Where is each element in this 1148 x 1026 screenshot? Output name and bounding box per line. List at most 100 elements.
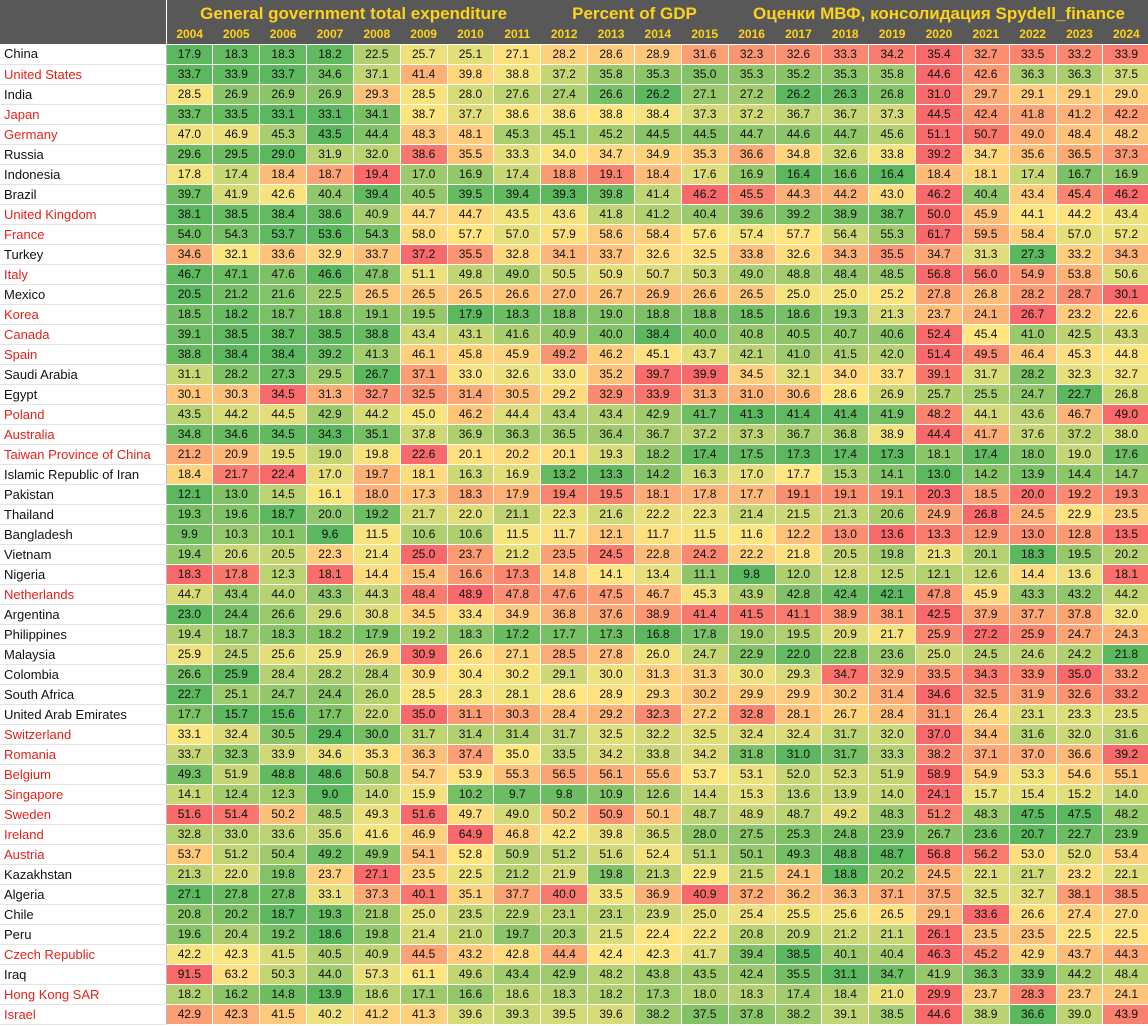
value-cell: 17.7 xyxy=(774,463,823,485)
value-cell: 50.6 xyxy=(1102,263,1148,285)
value-cell: 49.2 xyxy=(540,343,589,365)
value-cell: 33.4 xyxy=(446,603,495,625)
value-cell: 36.9 xyxy=(633,883,682,905)
value-cell: 39.1 xyxy=(915,363,963,385)
value-cell: 32.3 xyxy=(212,743,261,765)
country-name: Ireland xyxy=(0,824,167,845)
value-cell: 23.7 xyxy=(961,983,1010,1005)
value-cell: 26.7 xyxy=(1008,303,1057,325)
value-cell: 48.2 xyxy=(1102,803,1148,825)
value-cell: 26.5 xyxy=(868,903,917,925)
value-cell: 48.4 xyxy=(399,583,448,605)
value-cell: 51.6 xyxy=(587,843,635,865)
corner-cell xyxy=(0,0,167,44)
value-cell: 22.5 xyxy=(1102,923,1148,945)
value-cell: 24.4 xyxy=(306,683,354,705)
value-cell: 34.3 xyxy=(961,663,1010,685)
value-cell: 18.3 xyxy=(259,43,308,65)
value-cell: 23.9 xyxy=(633,903,682,925)
value-cell: 41.5 xyxy=(727,603,776,625)
value-cell: 17.9 xyxy=(352,623,401,645)
value-cell: 30.8 xyxy=(352,603,401,625)
value-cell: 32.6 xyxy=(493,363,542,385)
value-cell: 26.7 xyxy=(821,703,870,725)
value-cell: 31.0 xyxy=(774,743,823,765)
value-cell: 22.7 xyxy=(165,683,214,705)
value-cell: 37.2 xyxy=(727,103,776,125)
value-cell: 36.6 xyxy=(727,143,776,165)
value-cell: 34.6 xyxy=(306,63,354,85)
value-cell: 17.7 xyxy=(165,703,214,725)
value-cell: 18.1 xyxy=(1102,563,1148,585)
value-cell: 23.5 xyxy=(446,903,495,925)
chart-title: General government total expenditure xyxy=(200,4,508,23)
value-cell: 19.2 xyxy=(259,923,308,945)
value-cell: 36.7 xyxy=(774,103,823,125)
value-cell: 51.9 xyxy=(212,763,261,785)
value-cell: 23.3 xyxy=(1055,703,1104,725)
value-cell: 38.4 xyxy=(259,343,308,365)
value-cell: 39.8 xyxy=(587,183,635,205)
value-cell: 13.0 xyxy=(915,463,963,485)
value-cell: 31.3 xyxy=(961,243,1010,265)
value-cell: 12.9 xyxy=(961,523,1010,545)
value-cell: 38.5 xyxy=(212,323,261,345)
value-cell: 18.3 xyxy=(446,483,495,505)
value-cell: 19.0 xyxy=(727,623,776,645)
value-cell: 54.3 xyxy=(352,223,401,245)
value-cell: 18.0 xyxy=(680,983,729,1005)
value-cell: 56.8 xyxy=(915,263,963,285)
value-cell: 21.2 xyxy=(212,283,261,305)
value-cell: 31.3 xyxy=(633,663,682,685)
value-cell: 28.2 xyxy=(540,43,589,65)
value-cell: 21.7 xyxy=(399,503,448,525)
value-cell: 51.2 xyxy=(915,803,963,825)
country-row: Belgium 49.3 51.9 48.8 48.6 50.8 54.7 53.9 55.3 5… xyxy=(0,763,1148,785)
country-name: Chile xyxy=(0,904,167,925)
value-cell: 34.2 xyxy=(587,743,635,765)
value-cell: 42.4 xyxy=(587,943,635,965)
value-cell: 15.3 xyxy=(821,463,870,485)
value-cell: 38.8 xyxy=(587,103,635,125)
value-cell: 45.1 xyxy=(540,123,589,145)
value-cell: 16.9 xyxy=(1102,163,1148,185)
value-cell: 13.0 xyxy=(1008,523,1057,545)
value-cell: 33.2 xyxy=(1055,243,1104,265)
value-cell: 32.5 xyxy=(587,723,635,745)
year-label: 2022 xyxy=(1019,26,1046,41)
value-cell: 20.1 xyxy=(540,443,589,465)
value-cell: 18.8 xyxy=(306,303,354,325)
country-name: United Kingdom xyxy=(0,204,167,225)
value-cell: 43.6 xyxy=(1008,403,1057,425)
value-cell: 38.7 xyxy=(399,103,448,125)
value-cell: 32.6 xyxy=(821,143,870,165)
value-cell: 15.7 xyxy=(961,783,1010,805)
country-row: Poland 43.5 44.2 44.5 42.9 44.2 45.0 46.2 44.4 43… xyxy=(0,403,1148,425)
value-cell: 23.2 xyxy=(1055,303,1104,325)
value-cell: 32.6 xyxy=(633,243,682,265)
value-cell: 39.3 xyxy=(540,183,589,205)
country-name: Mexico xyxy=(0,284,167,305)
value-cell: 17.2 xyxy=(493,623,542,645)
value-cell: 39.5 xyxy=(446,183,495,205)
value-cell: 24.7 xyxy=(259,683,308,705)
value-cell: 33.9 xyxy=(1008,963,1057,985)
value-cell: 41.4 xyxy=(821,403,870,425)
value-cell: 21.9 xyxy=(540,863,589,885)
value-cell: 25.1 xyxy=(446,43,495,65)
value-cell: 23.1 xyxy=(1008,703,1057,725)
value-cell: 17.3 xyxy=(399,483,448,505)
value-cell: 53.8 xyxy=(1055,263,1104,285)
country-row: Australia 34.8 34.6 34.5 34.3 35.1 37.8 36.9 36.… xyxy=(0,423,1148,445)
value-cell: 24.7 xyxy=(680,643,729,665)
value-cell: 28.5 xyxy=(540,643,589,665)
value-cell: 14.1 xyxy=(165,783,214,805)
value-cell: 27.3 xyxy=(1008,243,1057,265)
value-cell: 35.3 xyxy=(680,143,729,165)
value-cell: 37.7 xyxy=(446,103,495,125)
value-cell: 37.0 xyxy=(1008,743,1057,765)
value-cell: 34.5 xyxy=(259,423,308,445)
value-cell: 41.4 xyxy=(774,403,823,425)
country-row: United Arab Emirates 17.7 15.7 15.6 17.7 22.0… xyxy=(0,703,1148,725)
value-cell: 48.2 xyxy=(915,403,963,425)
